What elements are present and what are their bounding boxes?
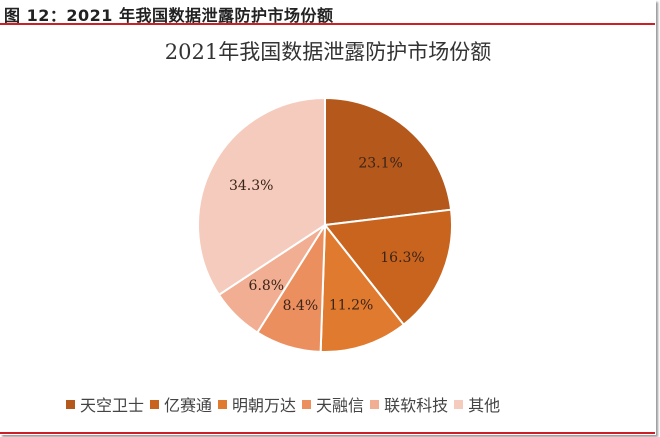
caption-divider	[0, 23, 655, 25]
pie-slice-6	[197, 96, 326, 297]
legend-label: 其他	[468, 396, 501, 415]
legend-label: 天空卫士	[80, 396, 145, 415]
legend-swatch-icon	[302, 399, 312, 409]
legend-item: 天空卫士	[66, 392, 144, 416]
slice-label: 34.3%	[229, 178, 273, 194]
slice-label: 8.4%	[283, 298, 319, 314]
footer-divider	[0, 432, 655, 434]
chart-title: 2021年我国数据泄露防护市场份额	[164, 40, 492, 64]
legend-swatch-icon	[454, 399, 464, 409]
legend-swatch-icon	[150, 399, 160, 409]
slice-label: 23.1%	[358, 155, 402, 171]
slice-label: 11.2%	[329, 298, 373, 314]
figure-caption: 图 12：2021 年我国数据泄露防护市场份额	[4, 6, 334, 25]
legend-label: 亿赛通	[164, 396, 213, 415]
pie-slice-2	[323, 208, 453, 327]
legend-label: 天融信	[316, 396, 365, 415]
slice-label: 16.3%	[380, 250, 424, 266]
legend-swatch-icon	[218, 399, 228, 409]
pie-slice-3	[319, 222, 406, 353]
legend-label: 联软科技	[384, 396, 449, 415]
legend-item: 亿赛通	[150, 392, 212, 416]
legend-label: 明朝万达	[232, 396, 297, 415]
legend-item: 明朝万达	[218, 392, 296, 416]
legend-swatch-icon	[370, 399, 380, 409]
chart-legend: 天空卫士 亿赛通 明朝万达 天融信 联软科技 其他	[66, 392, 506, 416]
legend-item: 其他	[454, 392, 500, 416]
pie-slice-1	[324, 96, 453, 227]
legend-swatch-icon	[66, 399, 75, 409]
slice-label: 6.8%	[249, 278, 285, 294]
legend-item: 联软科技	[370, 392, 448, 416]
legend-item: 天融信	[302, 392, 364, 416]
